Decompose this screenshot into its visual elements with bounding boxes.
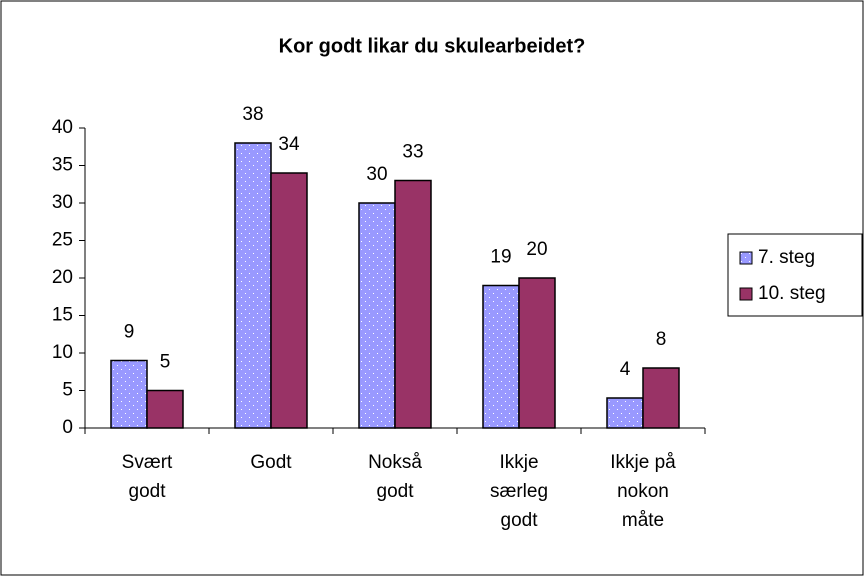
value-label: 5	[160, 352, 171, 373]
y-tick-label: 20	[52, 267, 73, 288]
legend-swatch	[739, 251, 753, 265]
x-tick-label: Ikkje på nokon måte	[610, 452, 676, 531]
value-label: 34	[278, 134, 300, 155]
value-label: 20	[526, 239, 547, 260]
bar	[110, 359, 148, 429]
value-label: 30	[366, 164, 387, 185]
value-label: 19	[490, 247, 511, 268]
value-label: 38	[242, 104, 263, 125]
legend-label: 7. steg	[758, 247, 815, 268]
value-label: 33	[402, 142, 423, 163]
y-tick-label: 40	[52, 117, 73, 138]
y-tick-label: 5	[62, 380, 73, 401]
x-tick-label: Nokså godt	[368, 452, 422, 502]
bar	[358, 202, 396, 429]
x-tick-label: Svært godt	[121, 452, 173, 502]
bar	[642, 367, 680, 429]
legend-swatch	[739, 287, 753, 301]
chart-title: Kor godt likar du skulearbeidet?	[279, 35, 586, 57]
x-tick-label: Ikkje særleg godt	[489, 452, 549, 531]
y-tick-label: 35	[52, 155, 73, 176]
y-tick-label: 25	[52, 230, 73, 251]
y-tick-label: 10	[52, 342, 73, 363]
y-tick-label: 30	[52, 192, 73, 213]
y-tick-label: 15	[52, 305, 73, 326]
bar	[234, 142, 272, 429]
value-label: 8	[656, 329, 667, 350]
legend-label: 10. steg	[758, 283, 826, 304]
bar	[482, 284, 520, 429]
y-tick-label: 0	[62, 417, 73, 438]
x-tick-label: Godt	[250, 452, 292, 473]
bar	[518, 277, 556, 429]
bar	[146, 389, 184, 429]
bar	[394, 179, 432, 429]
bar	[270, 172, 308, 429]
legend-box	[727, 233, 863, 317]
value-label: 4	[620, 359, 631, 380]
bar	[606, 397, 644, 429]
value-label: 9	[124, 322, 135, 343]
